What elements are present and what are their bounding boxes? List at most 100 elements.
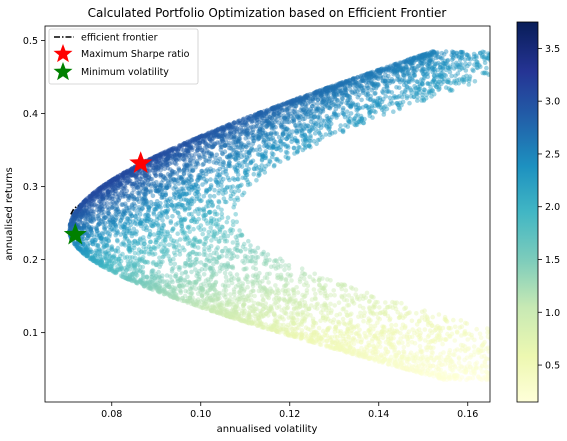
scatter-point: [345, 331, 350, 336]
scatter-point: [228, 292, 233, 297]
scatter-point: [499, 346, 504, 351]
scatter-point: [285, 272, 291, 277]
scatter-point: [477, 350, 482, 355]
scatter-point: [380, 359, 386, 364]
scatter-point: [300, 292, 305, 298]
scatter-point: [333, 345, 339, 351]
scatter-point: [389, 358, 395, 364]
scatter-point: [387, 327, 393, 333]
scatter-point: [337, 339, 343, 344]
scatter-point: [424, 359, 430, 364]
scatter-point: [141, 235, 146, 240]
scatter-point: [400, 322, 406, 328]
scatter-point: [555, 372, 560, 377]
scatter-point: [418, 356, 424, 362]
chart-title: Calculated Portfolio Optimization based …: [88, 6, 447, 20]
scatter-point: [403, 305, 409, 311]
scatter-point: [417, 344, 423, 349]
scatter-point: [471, 51, 477, 57]
scatter-point: [431, 358, 436, 363]
scatter-point: [422, 363, 428, 369]
scatter-point: [466, 331, 472, 337]
scatter-point: [341, 348, 346, 353]
scatter-point: [512, 364, 517, 369]
scatter-point: [399, 361, 404, 367]
scatter-point: [359, 339, 364, 345]
scatter-point: [417, 369, 423, 375]
scatter-point: [402, 325, 408, 331]
scatter-point: [255, 245, 261, 251]
scatter-point: [324, 338, 330, 344]
scatter-point: [420, 370, 425, 375]
scatter-point: [404, 365, 409, 371]
scatter-point: [478, 366, 483, 371]
scatter-point: [228, 227, 234, 232]
scatter-point: [503, 55, 508, 60]
scatter-point: [294, 285, 299, 290]
scatter-point: [298, 335, 304, 341]
scatter-point: [316, 332, 322, 338]
scatter-point: [376, 359, 382, 364]
scatter-point: [452, 376, 457, 382]
scatter-point: [445, 354, 451, 360]
scatter-point: [429, 371, 435, 377]
scatter-point: [364, 354, 369, 360]
scatter-point: [339, 341, 345, 347]
scatter-point: [480, 363, 485, 369]
scatter-point: [430, 350, 436, 356]
scatter-point: [307, 274, 313, 280]
scatter-point: [363, 354, 368, 360]
scatter-point: [408, 350, 414, 356]
scatter-point: [329, 339, 335, 345]
scatter-point: [232, 295, 238, 301]
scatter-point: [250, 288, 255, 293]
scatter-point: [242, 253, 248, 259]
scatter-point: [388, 331, 394, 337]
scatter-point: [462, 344, 468, 349]
scatter-point: [554, 354, 559, 359]
scatter-point: [558, 375, 563, 380]
scatter-point: [399, 354, 405, 359]
scatter-point: [306, 338, 312, 344]
scatter-point: [387, 340, 392, 346]
scatter-point: [485, 326, 490, 331]
scatter-point: [420, 349, 425, 354]
scatter-point: [150, 268, 155, 274]
scatter-point: [426, 320, 431, 325]
scatter-point: [434, 371, 440, 377]
scatter-point: [348, 317, 354, 323]
scatter-point: [479, 343, 485, 349]
scatter-point: [473, 366, 479, 371]
scatter-point: [217, 188, 222, 193]
scatter-point: [364, 345, 370, 350]
scatter-point: [413, 369, 419, 374]
scatter-point: [309, 339, 315, 345]
scatter-point: [367, 298, 372, 304]
scatter-point: [299, 335, 305, 341]
scatter-point: [391, 335, 396, 341]
scatter-point: [434, 355, 439, 361]
scatter-point: [336, 341, 342, 346]
scatter-point: [544, 373, 549, 378]
scatter-point: [487, 371, 490, 376]
scatter-point: [372, 346, 377, 352]
scatter-point: [491, 57, 496, 62]
scatter-point: [314, 332, 320, 338]
scatter-point: [446, 77, 451, 83]
scatter-point: [446, 372, 452, 378]
scatter-point: [351, 347, 357, 352]
scatter-point: [185, 274, 190, 280]
scatter-point: [478, 50, 483, 56]
scatter-point: [236, 276, 241, 282]
scatter-point: [418, 360, 424, 366]
scatter-point: [360, 351, 366, 357]
scatter-point: [486, 349, 490, 354]
scatter-point: [190, 249, 195, 255]
scatter-point: [375, 315, 381, 321]
scatter-point: [411, 358, 416, 364]
scatter-point: [348, 338, 353, 343]
scatter-point: [331, 288, 337, 293]
scatter-point: [442, 314, 448, 320]
scatter-point: [308, 337, 313, 343]
scatter-point: [493, 65, 498, 70]
